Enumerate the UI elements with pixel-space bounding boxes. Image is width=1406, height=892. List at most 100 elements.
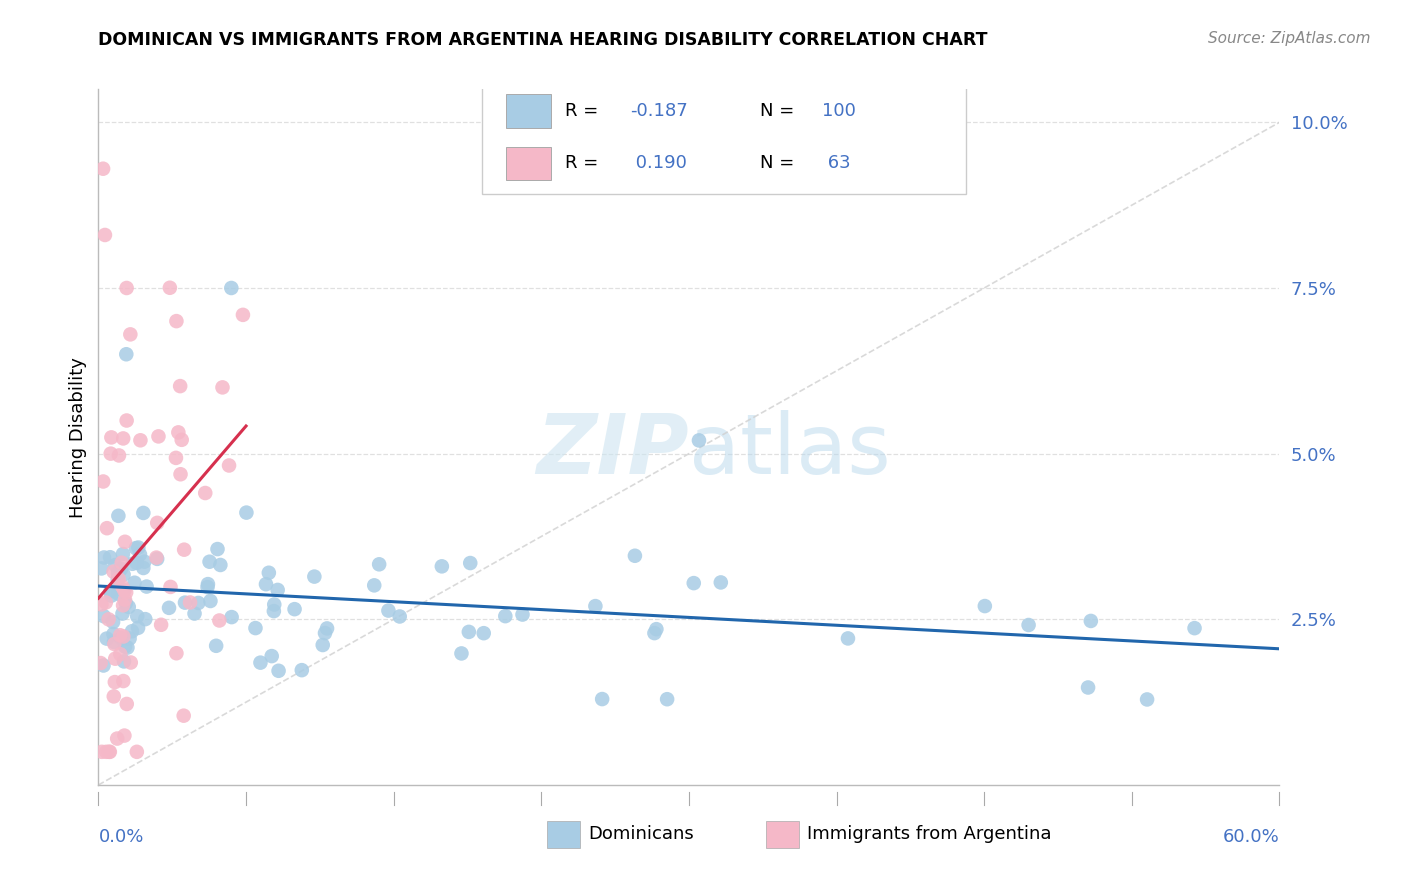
- Point: [104, 651, 127, 665]
- Point: [112, 567, 135, 582]
- Point: [363, 578, 385, 592]
- Point: [129, 548, 152, 562]
- Point: [100, 589, 122, 603]
- Point: [146, 552, 169, 566]
- Point: [388, 609, 411, 624]
- Text: Immigrants from Argentina: Immigrants from Argentina: [807, 825, 1052, 843]
- Point: [157, 600, 180, 615]
- Point: [107, 508, 129, 523]
- Point: [114, 534, 136, 549]
- Point: [165, 450, 187, 465]
- Point: [103, 637, 125, 651]
- Point: [266, 582, 288, 597]
- Point: [973, 599, 995, 613]
- Point: [93, 609, 115, 624]
- Point: [101, 615, 124, 629]
- Point: [111, 607, 134, 621]
- Point: [291, 663, 314, 677]
- Point: [170, 433, 193, 447]
- Point: [90, 656, 112, 670]
- Point: [494, 609, 516, 624]
- Point: [688, 434, 710, 448]
- Point: [1136, 692, 1159, 706]
- Point: [218, 458, 240, 473]
- Point: [112, 654, 135, 668]
- Point: [165, 314, 187, 328]
- Point: [187, 596, 209, 610]
- Point: [107, 587, 129, 601]
- Point: [100, 584, 122, 599]
- Point: [200, 594, 222, 608]
- Point: [245, 621, 267, 635]
- Point: [194, 486, 217, 500]
- Point: [127, 609, 149, 624]
- Text: DOMINICAN VS IMMIGRANTS FROM ARGENTINA HEARING DISABILITY CORRELATION CHART: DOMINICAN VS IMMIGRANTS FROM ARGENTINA H…: [98, 31, 988, 49]
- Point: [1077, 681, 1099, 695]
- Text: Source: ZipAtlas.com: Source: ZipAtlas.com: [1208, 31, 1371, 46]
- Point: [100, 447, 122, 461]
- Point: [120, 656, 142, 670]
- Point: [104, 558, 127, 572]
- Point: [368, 558, 391, 572]
- Point: [111, 547, 134, 561]
- Point: [108, 628, 131, 642]
- Point: [146, 516, 169, 530]
- Point: [115, 281, 138, 295]
- Text: R =: R =: [565, 154, 605, 172]
- Point: [263, 604, 285, 618]
- Point: [167, 425, 190, 440]
- Point: [90, 561, 112, 575]
- Point: [96, 632, 118, 646]
- Point: [377, 604, 399, 618]
- Bar: [766, 822, 799, 847]
- Point: [207, 542, 229, 557]
- Point: [221, 281, 243, 295]
- Point: [165, 646, 187, 660]
- Text: -0.187: -0.187: [630, 102, 688, 120]
- Text: R =: R =: [565, 102, 605, 120]
- Bar: [506, 95, 551, 128]
- Point: [129, 434, 152, 448]
- FancyBboxPatch shape: [482, 86, 966, 194]
- Point: [98, 745, 121, 759]
- Point: [90, 745, 112, 759]
- Point: [205, 639, 228, 653]
- Text: 60.0%: 60.0%: [1223, 828, 1279, 846]
- Point: [111, 580, 134, 594]
- Point: [112, 583, 135, 598]
- Text: Dominicans: Dominicans: [589, 825, 695, 843]
- Point: [235, 506, 257, 520]
- Point: [96, 521, 118, 535]
- Point: [100, 430, 122, 444]
- Point: [1080, 614, 1102, 628]
- Point: [115, 347, 138, 361]
- Bar: [506, 146, 551, 180]
- Point: [179, 595, 201, 609]
- Point: [125, 745, 148, 759]
- Point: [124, 575, 146, 590]
- Text: 0.190: 0.190: [630, 154, 686, 172]
- Point: [198, 555, 221, 569]
- Point: [284, 602, 307, 616]
- Point: [197, 577, 219, 591]
- Point: [430, 559, 453, 574]
- Text: 63: 63: [823, 154, 851, 172]
- Point: [98, 550, 121, 565]
- Point: [260, 649, 283, 664]
- Point: [121, 624, 143, 639]
- Text: 0.0%: 0.0%: [98, 828, 143, 846]
- Point: [173, 542, 195, 557]
- Point: [304, 569, 326, 583]
- Point: [104, 675, 127, 690]
- Point: [150, 617, 173, 632]
- Point: [314, 626, 336, 640]
- Point: [93, 550, 115, 565]
- Point: [208, 614, 231, 628]
- Point: [221, 610, 243, 624]
- Point: [112, 432, 135, 446]
- Point: [105, 731, 128, 746]
- Point: [169, 467, 191, 482]
- Point: [127, 621, 149, 635]
- Point: [197, 580, 219, 594]
- Point: [125, 556, 148, 570]
